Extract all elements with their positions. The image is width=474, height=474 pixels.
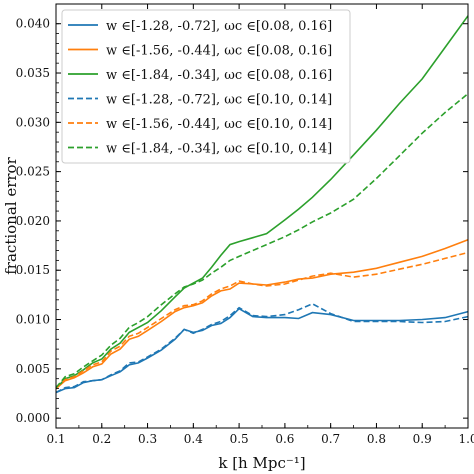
legend: w ∈[-1.28, -0.72], ωc ∈[0.08, 0.16] w ∈[-… bbox=[61, 9, 351, 164]
x-axis-ticks: 0.1 0.2 0.3 0.4 0.5 0.6 0.7 0.8 0.9 1.0 bbox=[46, 4, 474, 446]
legend-label-6: w ∈[-1.84, -0.34], ωc ∈[0.10, 0.14] bbox=[106, 142, 332, 157]
x-axis-label: k [h Mpc⁻¹] bbox=[218, 454, 305, 472]
legend-box bbox=[61, 9, 351, 164]
y-axis-ticks: 0.000 0.005 0.010 0.015 0.020 0.025 0.030 0.035… bbox=[16, 17, 468, 425]
x-tick-label: 0.5 bbox=[230, 432, 249, 446]
x-tick-label: 0.8 bbox=[367, 432, 386, 446]
y-tick-label: 0.010 bbox=[16, 313, 50, 327]
y-tick-label: 0.025 bbox=[16, 165, 50, 179]
series-line-4 bbox=[55, 302, 469, 394]
x-tick-label: 0.1 bbox=[46, 432, 65, 446]
x-tick-label: 0.3 bbox=[138, 432, 157, 446]
series-line-5 bbox=[55, 251, 469, 390]
legend-label-2: w ∈[-1.56, -0.44], ωc ∈[0.08, 0.16] bbox=[106, 44, 332, 59]
y-tick-label: 0.005 bbox=[16, 362, 50, 376]
x-tick-label: 0.7 bbox=[321, 432, 340, 446]
x-tick-label: 0.6 bbox=[275, 432, 294, 446]
y-tick-label: 0.030 bbox=[16, 115, 50, 129]
x-tick-label: 0.4 bbox=[184, 432, 203, 446]
series-layer bbox=[55, 15, 469, 394]
legend-label-1: w ∈[-1.28, -0.72], ωc ∈[0.08, 0.16] bbox=[106, 19, 332, 34]
x-tick-label: 0.9 bbox=[413, 432, 432, 446]
legend-label-5: w ∈[-1.56, -0.44], ωc ∈[0.10, 0.14] bbox=[106, 117, 332, 132]
x-tick-label: 0.2 bbox=[92, 432, 111, 446]
series-line-2 bbox=[55, 238, 469, 390]
x-tick-label: 1.0 bbox=[458, 432, 474, 446]
y-tick-label: 0.015 bbox=[16, 263, 50, 277]
y-tick-label: 0.020 bbox=[16, 214, 50, 228]
y-axis-label: fractional error bbox=[2, 156, 20, 274]
y-tick-label: 0.035 bbox=[16, 66, 50, 80]
legend-label-3: w ∈[-1.84, -0.34], ωc ∈[0.08, 0.16] bbox=[106, 68, 332, 83]
y-tick-label: 0.040 bbox=[16, 17, 50, 31]
series-line-6 bbox=[55, 93, 469, 389]
legend-label-4: w ∈[-1.28, -0.72], ωc ∈[0.10, 0.14] bbox=[106, 93, 332, 108]
y-tick-label: 0.000 bbox=[16, 411, 50, 425]
